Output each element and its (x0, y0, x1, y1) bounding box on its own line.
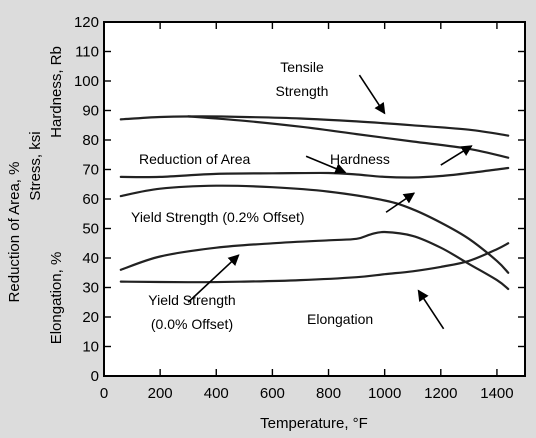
series-line-0 (119, 115, 510, 137)
annotation-arrow (187, 254, 240, 303)
annotation-arrow (358, 74, 386, 115)
x-tick-label: 1000 (368, 385, 401, 402)
y-axis-title-stress: Stress, ksi (27, 131, 44, 200)
annotation-arrow (440, 145, 473, 166)
y-axis-title-reduction: Reduction of Area, % (6, 162, 23, 303)
x-tick-label: 800 (316, 385, 341, 402)
annotation-group: Tensile Strength Hardness Reduction of Area… (131, 59, 473, 332)
x-tick-label: 0 (100, 385, 108, 402)
y-tick-label: 0 (91, 368, 99, 385)
annotation-arrow (385, 192, 416, 213)
annotation-label: Reduction of Area (139, 151, 251, 167)
y-tick-label: 20 (82, 309, 99, 326)
x-tick-label: 1200 (424, 385, 457, 402)
x-axis-title: Temperature, °F (260, 415, 368, 432)
series-line-2 (119, 166, 510, 179)
y-axis-title-hardness: Hardness, Rb (48, 46, 65, 138)
annotation-label: Yield Strength (0.2% Offset) (131, 209, 305, 225)
y-tick-label: 10 (82, 339, 99, 356)
plot-area (103, 21, 526, 377)
y-tick-label: 40 (82, 250, 99, 267)
y-tick-label: 70 (82, 162, 99, 179)
y-tick-label: 80 (82, 132, 99, 149)
x-tick-label: 600 (260, 385, 285, 402)
x-axis: 0 200 400 600 800 1000 1200 1400 (100, 22, 514, 402)
series-line-3 (119, 184, 510, 274)
annotation-arrow (417, 289, 445, 330)
annotation-label: Elongation (307, 311, 373, 327)
annotation-label: Yield Strength (148, 292, 235, 308)
annotation-label: Strength (276, 83, 329, 99)
annotation-arrow (305, 155, 347, 174)
x-tick-label: 400 (204, 385, 229, 402)
y-tick-label: 50 (82, 221, 99, 238)
y-axis: 0 10 20 30 40 50 60 70 80 90 100 110 120 (74, 14, 525, 385)
x-tick-label: 1400 (480, 385, 513, 402)
x-tick-label: 200 (148, 385, 173, 402)
annotation-label: (0.0% Offset) (151, 316, 233, 332)
series-line-5 (119, 242, 510, 284)
y-tick-label: 90 (82, 103, 99, 120)
annotation-label: Hardness (330, 151, 390, 167)
y-axis-title-elongation: Elongation, % (48, 252, 65, 345)
series-group (119, 115, 510, 291)
y-tick-label: 100 (74, 73, 99, 90)
series-line-4 (119, 230, 510, 291)
y-tick-label: 60 (82, 191, 99, 208)
y-tick-label: 120 (74, 14, 99, 31)
y-tick-label: 110 (75, 44, 99, 61)
y-tick-label: 30 (82, 280, 99, 297)
annotation-label: Tensile (280, 59, 324, 75)
